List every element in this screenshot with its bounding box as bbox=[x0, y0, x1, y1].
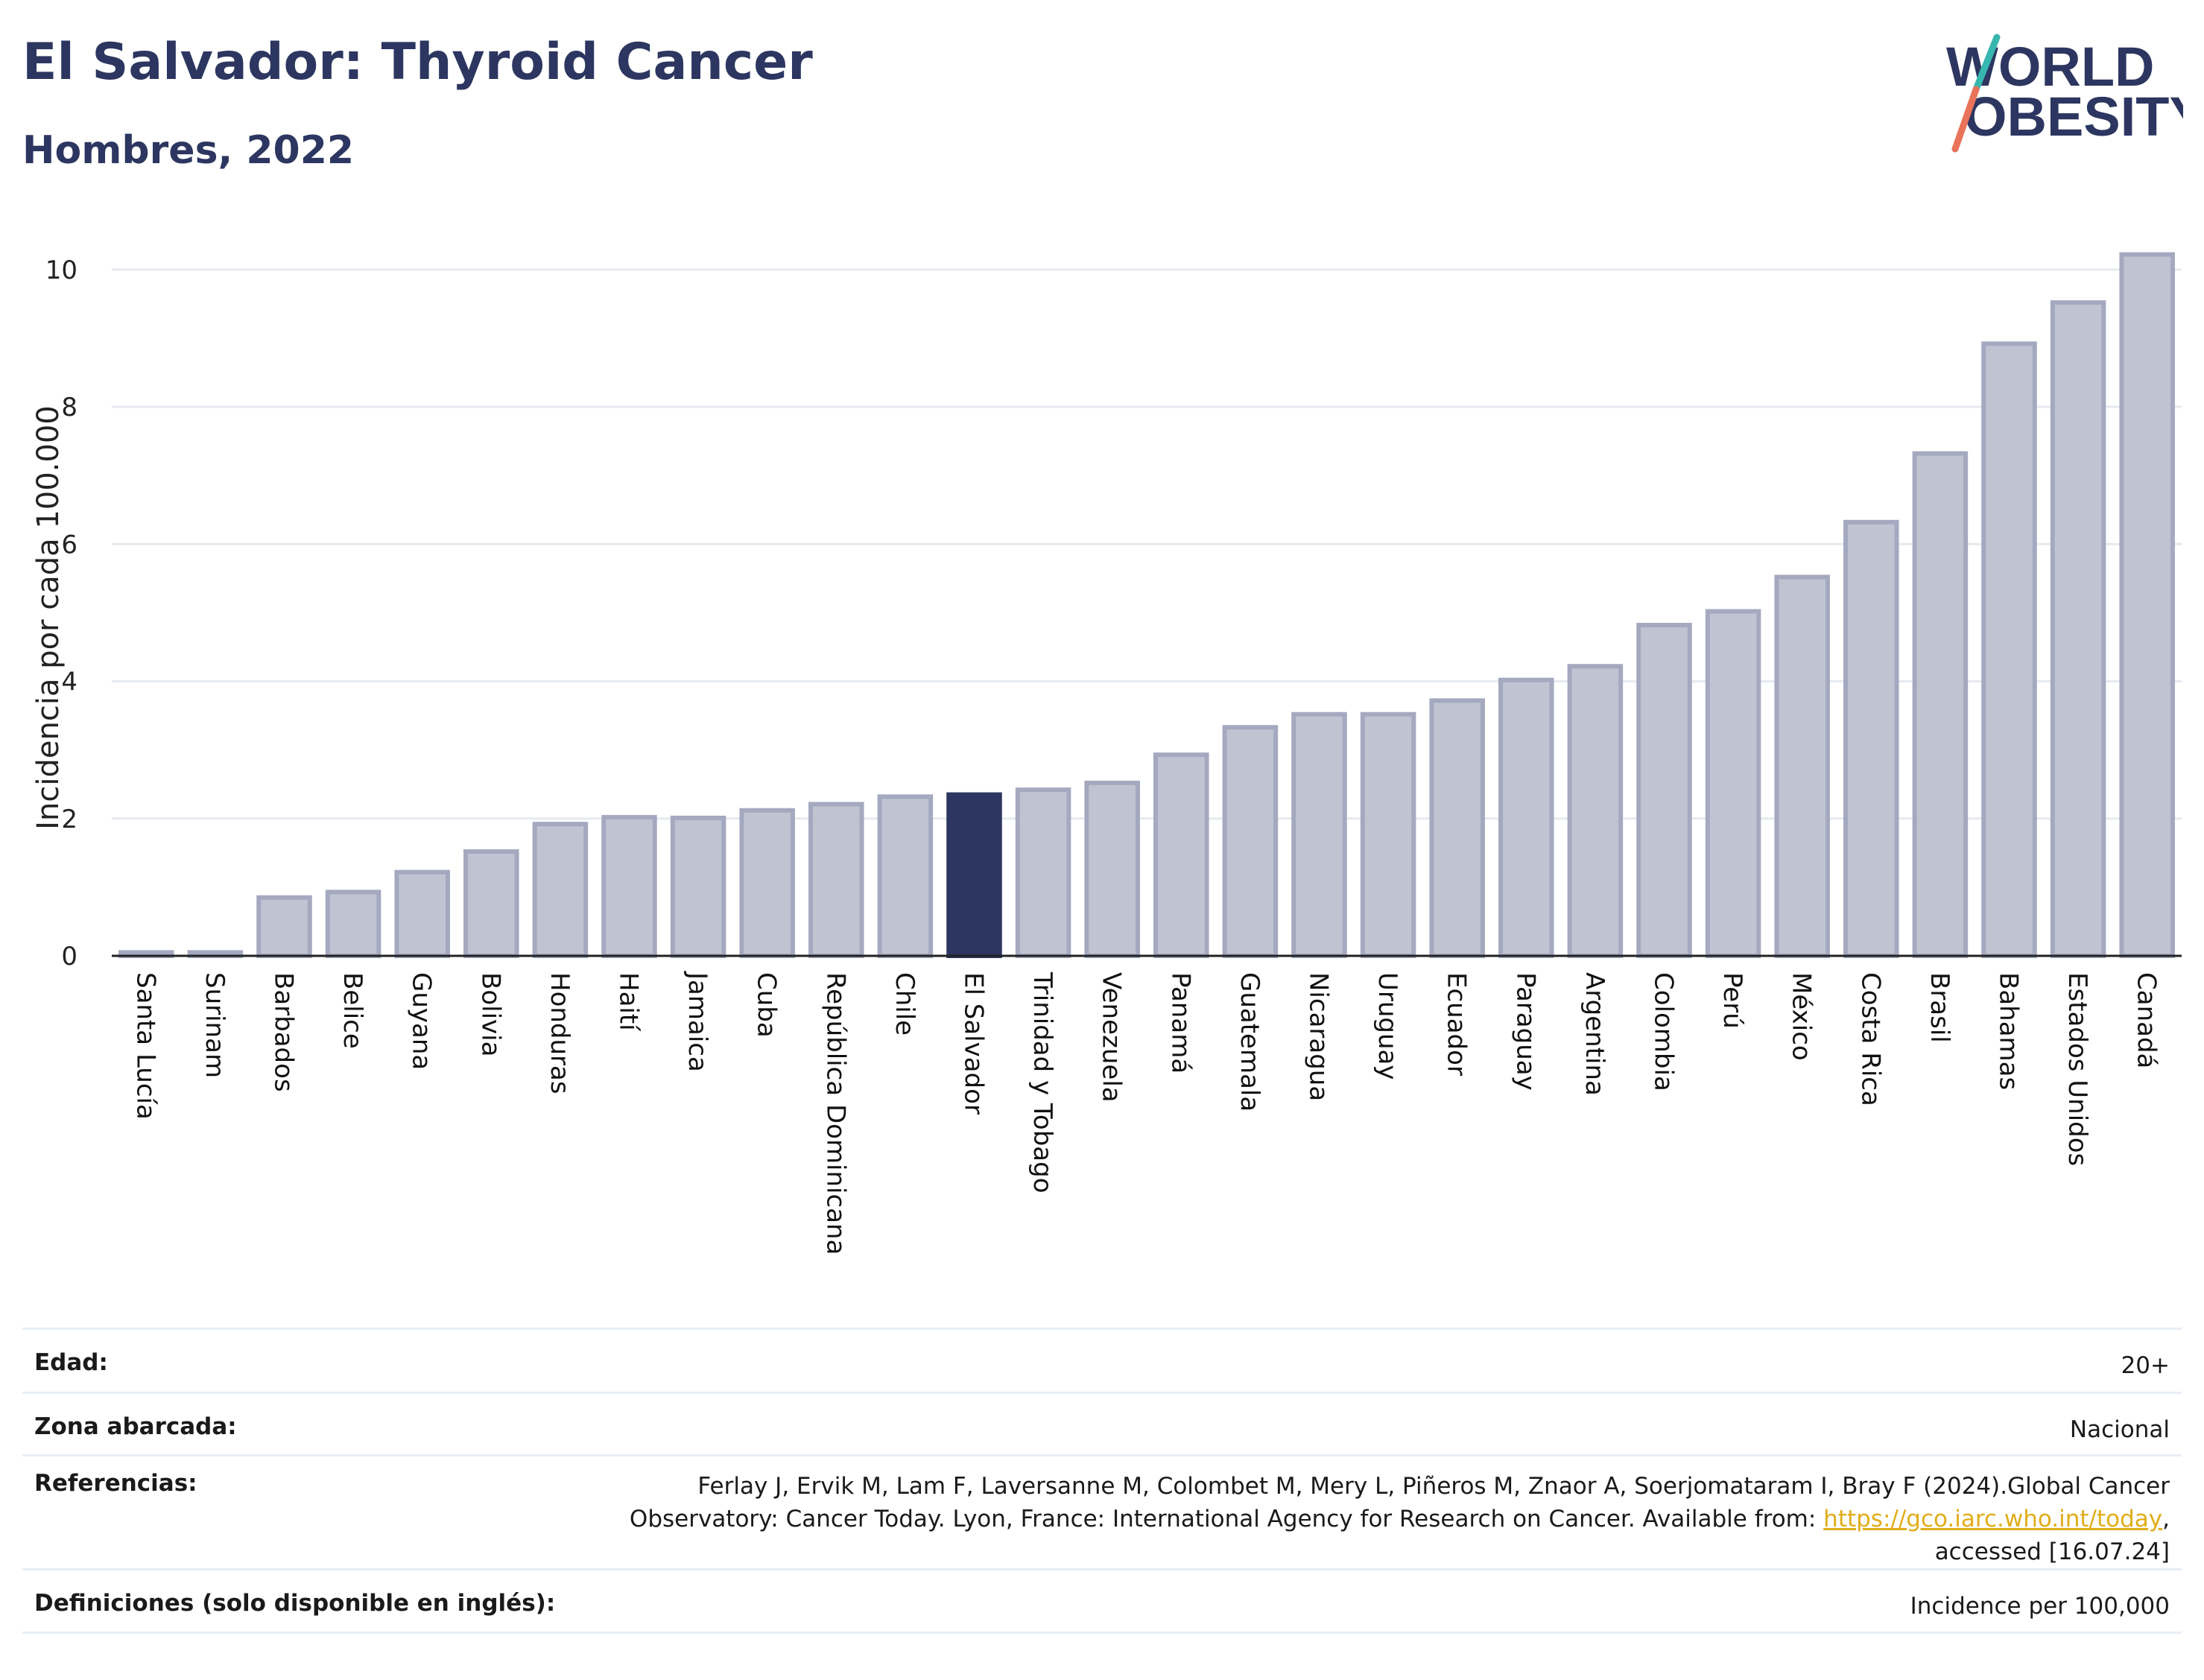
area-value: Nacional bbox=[2069, 1416, 2170, 1443]
bar bbox=[325, 890, 381, 958]
x-tick-label: Honduras bbox=[545, 972, 574, 1094]
references-link[interactable]: https://gco.iarc.who.int/today bbox=[1823, 1506, 2163, 1532]
bar bbox=[1360, 711, 1416, 958]
y-tick-label: 0 bbox=[61, 942, 77, 971]
bar bbox=[877, 794, 934, 959]
info-row-definitions: Definiciones (solo disponible en inglés)… bbox=[22, 1568, 2182, 1632]
x-tick-label: Venezuela bbox=[1097, 972, 1127, 1103]
chart-subtitle: Hombres, 2022 bbox=[22, 128, 355, 173]
bar bbox=[2050, 300, 2106, 958]
references-line-1: Ferlay J, Ervik M, Lam F, Laversanne M, … bbox=[697, 1473, 2170, 1500]
bar bbox=[808, 802, 864, 959]
x-tick-label: Santa Lucía bbox=[130, 972, 160, 1120]
bar bbox=[532, 822, 589, 958]
x-tick-label: Bolivia bbox=[475, 972, 505, 1056]
references-comma: , bbox=[2162, 1506, 2170, 1532]
x-tick-label: Argentina bbox=[1580, 972, 1609, 1096]
x-tick-label: Surinam bbox=[200, 972, 229, 1078]
info-row-age: Edad: 20+ bbox=[22, 1328, 2182, 1392]
info-row-references: Referencias: Ferlay J, Ervik M, Lam F, L… bbox=[22, 1454, 2182, 1568]
logo-text-world: WORLD bbox=[1946, 36, 2155, 98]
bar bbox=[1705, 609, 1761, 958]
logo-slash-top bbox=[1972, 34, 2001, 93]
x-tick-label: Brasil bbox=[1925, 972, 1954, 1043]
x-tick-label: El Salvador bbox=[959, 972, 989, 1115]
logo-slash-bottom bbox=[1951, 86, 1980, 153]
bar bbox=[256, 895, 312, 958]
x-tick-label: Nicaragua bbox=[1304, 972, 1334, 1101]
x-tick-label: Guatemala bbox=[1235, 972, 1264, 1112]
bar bbox=[1774, 574, 1830, 958]
bar bbox=[1981, 341, 2037, 959]
y-tick-label: 8 bbox=[61, 393, 77, 422]
x-tick-label: Barbados bbox=[269, 972, 299, 1092]
y-tick-label: 2 bbox=[61, 805, 77, 834]
bar bbox=[946, 792, 1002, 958]
info-bottom-divider bbox=[22, 1632, 2182, 1634]
x-tick-label: México bbox=[1787, 972, 1817, 1061]
y-tick-label: 10 bbox=[45, 256, 77, 285]
y-tick-label: 4 bbox=[61, 668, 77, 697]
references-line-2: Observatory: Cancer Today. Lyon, France:… bbox=[629, 1506, 1817, 1532]
info-table: Edad: 20+ Zona abarcada: Nacional Refere… bbox=[22, 1328, 2182, 1634]
bar bbox=[1222, 725, 1279, 959]
x-tick-label: Haití bbox=[614, 972, 644, 1032]
bar bbox=[463, 849, 519, 958]
references-line-3: accessed [16.07.24] bbox=[1934, 1538, 2170, 1565]
bar bbox=[1153, 752, 1209, 958]
definitions-label: Definiciones (solo disponible en inglés)… bbox=[34, 1590, 556, 1617]
area-label: Zona abarcada: bbox=[34, 1413, 237, 1440]
x-tick-label: Uruguay bbox=[1372, 972, 1402, 1080]
bar bbox=[1567, 664, 1624, 958]
bar bbox=[1429, 698, 1485, 958]
x-tick-label: Canadá bbox=[2132, 972, 2162, 1068]
x-tick-label: Trinidad y Tobago bbox=[1027, 971, 1057, 1194]
bar bbox=[670, 815, 726, 958]
references-value: Ferlay J, Ervik M, Lam F, Laversanne M, … bbox=[630, 1470, 2170, 1568]
bar bbox=[1912, 451, 1969, 958]
references-label: Referencias: bbox=[34, 1470, 197, 1497]
world-obesity-logo: WORLD OBESITY bbox=[1946, 34, 2183, 153]
definitions-value: Incidence per 100,000 bbox=[1910, 1593, 2170, 1620]
x-tick-label: Guyana bbox=[407, 972, 437, 1070]
bar bbox=[1015, 787, 1071, 959]
x-tick-label: Belice bbox=[338, 972, 367, 1049]
x-tick-label: Panamá bbox=[1165, 972, 1195, 1074]
age-value: 20+ bbox=[2121, 1352, 2170, 1379]
bar bbox=[1084, 780, 1140, 959]
x-tick-label: Cuba bbox=[752, 972, 782, 1038]
x-tick-label: Ecuador bbox=[1442, 972, 1472, 1076]
x-tick-label: Estados Unidos bbox=[2062, 972, 2092, 1166]
x-tick-label: Costa Rica bbox=[1855, 972, 1885, 1106]
bar bbox=[2119, 252, 2175, 959]
x-tick-label: Colombia bbox=[1649, 972, 1679, 1091]
logo-text-obesity: OBESITY bbox=[1964, 86, 2183, 148]
x-tick-label: Paraguay bbox=[1510, 972, 1540, 1091]
bar bbox=[601, 814, 657, 958]
bar bbox=[1291, 711, 1347, 958]
y-axis-label: Incidencia por cada 100.000 bbox=[31, 405, 66, 830]
bar bbox=[1498, 677, 1554, 958]
bar bbox=[739, 808, 795, 958]
bar bbox=[394, 869, 450, 959]
age-label: Edad: bbox=[34, 1349, 108, 1376]
x-tick-label: República Dominicana bbox=[820, 972, 850, 1255]
chart-title: El Salvador: Thyroid Cancer bbox=[22, 33, 813, 92]
info-row-area: Zona abarcada: Nacional bbox=[22, 1392, 2182, 1454]
x-tick-label: Perú bbox=[1717, 972, 1747, 1029]
bar-chart: 0 2 4 6 8 10 Incidencia por cada 100.000 Santa … bbox=[31, 252, 2182, 1255]
x-tick-label: Chile bbox=[890, 972, 919, 1036]
bar bbox=[1636, 623, 1692, 958]
y-tick-label: 6 bbox=[61, 530, 77, 560]
x-tick-label: Bahamas bbox=[1994, 972, 2024, 1090]
bar bbox=[1843, 519, 1899, 958]
x-tick-label: Jamaica bbox=[683, 971, 712, 1072]
